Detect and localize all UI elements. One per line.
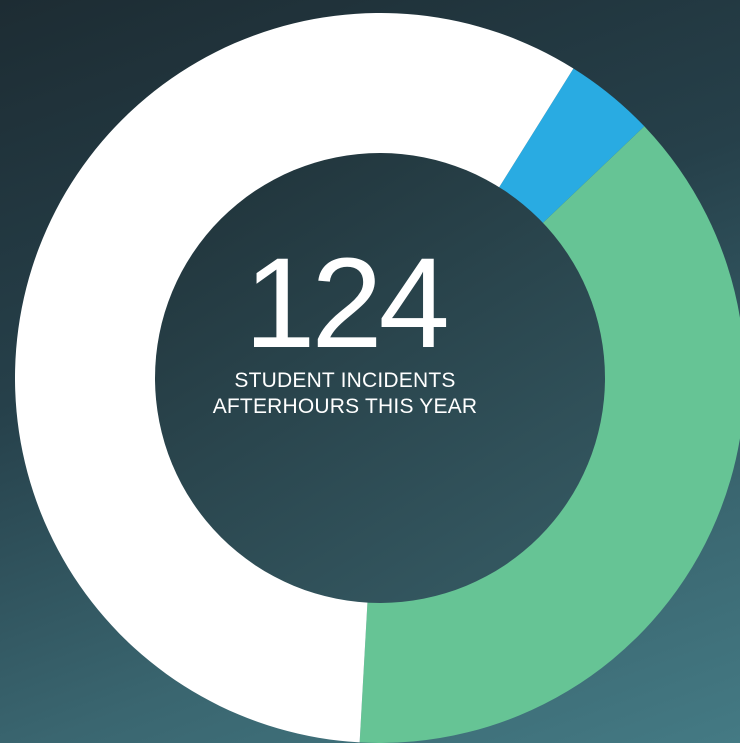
caption-line-2: AFTERHOURS THIS YEAR	[212, 395, 478, 418]
donut-center-hole	[155, 153, 605, 603]
caption-line-1: STUDENT INCIDENTS	[234, 369, 456, 392]
incident-count: 124	[244, 232, 450, 375]
center-label: 124 STUDENT INCIDENTS AFTERHOURS THIS YE…	[155, 240, 535, 420]
